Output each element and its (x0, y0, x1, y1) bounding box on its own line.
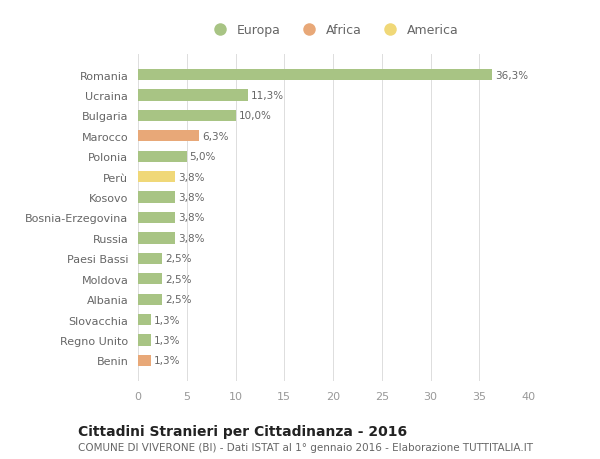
Text: 5,0%: 5,0% (190, 152, 216, 162)
Text: Cittadini Stranieri per Cittadinanza - 2016: Cittadini Stranieri per Cittadinanza - 2… (78, 425, 407, 438)
Bar (138, 151, 187, 162)
Text: 10,0%: 10,0% (238, 111, 271, 121)
Text: 3,8%: 3,8% (178, 193, 205, 203)
Text: 2,5%: 2,5% (166, 254, 192, 264)
Bar (138, 192, 175, 203)
Bar (138, 335, 151, 346)
Bar (138, 294, 163, 305)
Bar (138, 111, 235, 122)
Text: 3,8%: 3,8% (178, 233, 205, 243)
Text: 36,3%: 36,3% (495, 71, 528, 80)
Bar (138, 233, 175, 244)
Bar (138, 131, 199, 142)
Bar (138, 70, 492, 81)
Text: 1,3%: 1,3% (154, 315, 180, 325)
Bar (138, 213, 175, 224)
Text: 1,3%: 1,3% (154, 356, 180, 365)
Bar (138, 355, 151, 366)
Legend: Europa, Africa, America: Europa, Africa, America (202, 19, 464, 42)
Bar (138, 172, 175, 183)
Bar (138, 314, 151, 325)
Text: 6,3%: 6,3% (202, 132, 229, 141)
Text: COMUNE DI VIVERONE (BI) - Dati ISTAT al 1° gennaio 2016 - Elaborazione TUTTITALI: COMUNE DI VIVERONE (BI) - Dati ISTAT al … (78, 442, 533, 452)
Bar (138, 274, 163, 285)
Text: 3,8%: 3,8% (178, 172, 205, 182)
Text: 3,8%: 3,8% (178, 213, 205, 223)
Text: 2,5%: 2,5% (166, 274, 192, 284)
Bar (138, 253, 163, 264)
Text: 1,3%: 1,3% (154, 335, 180, 345)
Bar (138, 90, 248, 101)
Text: 2,5%: 2,5% (166, 295, 192, 304)
Text: 11,3%: 11,3% (251, 91, 284, 101)
